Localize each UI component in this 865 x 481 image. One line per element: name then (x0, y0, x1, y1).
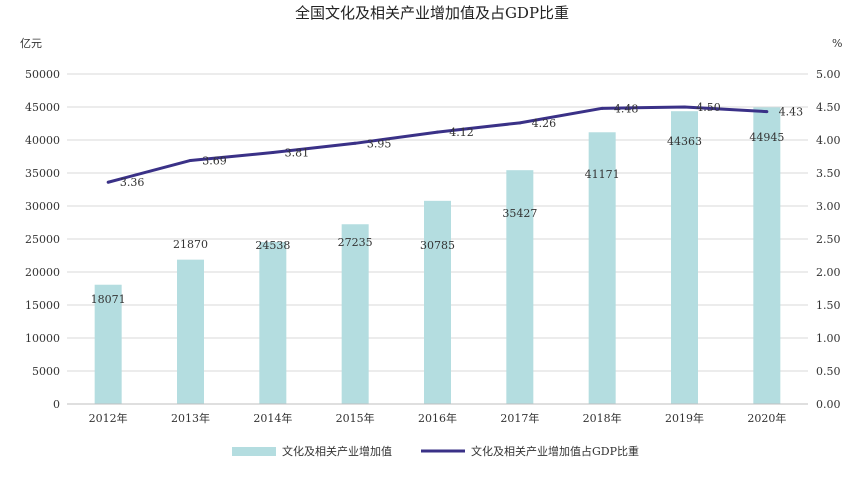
line-point (271, 151, 275, 155)
bar-data-label: 41171 (585, 168, 620, 181)
bar (94, 284, 122, 404)
left-axis-tick-label: 10000 (25, 332, 60, 345)
bar (588, 132, 616, 404)
bar (506, 170, 534, 404)
legend-line-label: 文化及相关产业增加值占GDP比重 (471, 444, 639, 458)
left-axis-tick-label: 25000 (25, 233, 60, 246)
right-axis-tick-label: 4.00 (816, 134, 841, 147)
x-axis-tick-label: 2016年 (418, 411, 457, 425)
left-axis-tick-label: 30000 (25, 200, 60, 213)
line-point (683, 105, 686, 109)
bar (259, 242, 287, 404)
legend-bar-label: 文化及相关产业增加值 (282, 444, 392, 458)
bar (177, 259, 204, 404)
x-axis-tick-label: 2018年 (583, 411, 622, 425)
x-axis-tick-label: 2019年 (665, 411, 704, 425)
bar (424, 200, 451, 404)
bar-data-label: 44945 (749, 131, 784, 144)
left-axis-tick-label: 5000 (32, 365, 60, 378)
x-axis-tick-label: 2017年 (500, 411, 539, 425)
left-axis-tick-label: 20000 (25, 266, 60, 279)
bar-data-label: 18071 (91, 293, 126, 306)
line-data-label: 3.69 (202, 154, 227, 167)
line-data-label: 4.26 (532, 117, 557, 130)
right-axis-tick-label: 1.00 (816, 332, 841, 345)
line-data-label: 4.12 (449, 126, 474, 139)
bar-data-label: 27235 (338, 236, 373, 249)
line-point (189, 158, 192, 162)
x-axis-tick-label: 2015年 (336, 411, 375, 425)
x-axis-tick-label: 2014年 (253, 411, 292, 425)
left-axis-tick-label: 45000 (25, 101, 60, 114)
line-point (353, 141, 357, 145)
left-axis-tick-label: 50000 (25, 68, 60, 81)
legend-bar-swatch (232, 447, 276, 456)
right-axis-tick-label: 3.50 (816, 167, 841, 180)
line-data-label: 4.50 (696, 101, 721, 114)
left-axis-tick-label: 40000 (25, 134, 60, 147)
x-axis-tick-label: 2012年 (89, 411, 128, 425)
legend: 文化及相关产业增加值 文化及相关产业增加值占GDP比重 (232, 444, 639, 458)
right-axis-tick-label: 0.50 (816, 365, 841, 378)
line-data-label: 3.36 (120, 176, 145, 189)
bar-data-label: 21870 (173, 238, 208, 251)
right-axis-tick-label: 0.00 (816, 398, 841, 411)
line-point (436, 130, 439, 134)
bar (671, 111, 698, 405)
line-point (765, 110, 769, 114)
line-data-label: 4.48 (614, 102, 639, 115)
bar-data-label: 30785 (420, 239, 455, 252)
left-axis-unit: 亿元 (20, 37, 42, 50)
label-layer: 18071 21870 24538 27235 30785 35427 41171 44363… (91, 101, 803, 306)
bar-data-label: 35427 (502, 207, 537, 220)
left-axis-tick-label: 15000 (25, 299, 60, 312)
right-axis-tick-label: 2.50 (816, 233, 841, 246)
right-axis-tick-label: 1.50 (816, 299, 841, 312)
bar-data-label: 44363 (667, 135, 702, 148)
right-axis-tick-label: 4.50 (816, 101, 841, 114)
axis-layer: 0 5000 10000 15000 20000 25000 30000 35000 40000… (25, 68, 841, 425)
line-data-label: 3.81 (285, 147, 310, 160)
line-layer (106, 105, 769, 184)
x-axis-tick-label: 2020年 (747, 411, 786, 425)
line-point (600, 106, 604, 110)
left-axis-tick-label: 35000 (25, 167, 60, 180)
line-point (106, 180, 110, 184)
bar-data-label: 24538 (255, 239, 290, 252)
right-axis-tick-label: 2.00 (816, 266, 841, 279)
left-axis-tick-label: 0 (53, 398, 60, 411)
chart-title: 全国文化及相关产业增加值及占GDP比重 (295, 4, 569, 22)
right-axis-tick-label: 5.00 (816, 68, 841, 81)
line-data-label: 4.43 (779, 106, 804, 119)
bar (753, 107, 781, 404)
right-axis-tick-label: 3.00 (816, 200, 841, 213)
right-axis-unit: % (832, 37, 842, 50)
line-point (518, 121, 522, 125)
bar (341, 224, 369, 404)
x-axis-tick-label: 2013年 (171, 411, 210, 425)
line-data-label: 3.95 (367, 137, 392, 150)
bar-layer (94, 107, 781, 405)
